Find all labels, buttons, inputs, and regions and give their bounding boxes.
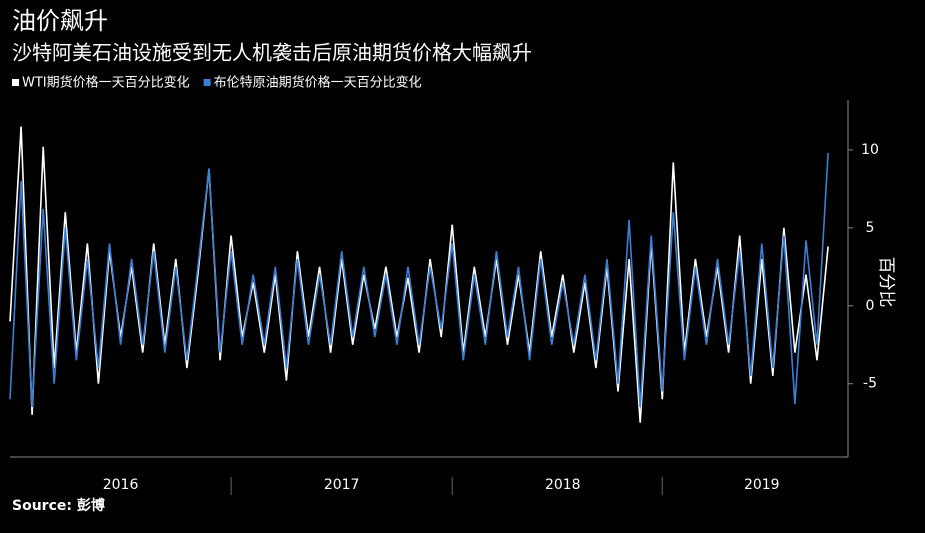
y-tick-label: -5 bbox=[863, 376, 877, 392]
data-line bbox=[9, 152, 829, 408]
y-tick-label: 10 bbox=[861, 142, 879, 158]
y-axis-label: 百分比 bbox=[876, 257, 896, 308]
x-tick-label: 2016 bbox=[103, 477, 139, 493]
chart-title: 油价飙升 bbox=[12, 7, 108, 35]
legend-label: 布伦特原油期货价格一天百分比变化 bbox=[214, 75, 422, 91]
legend-label: WTI期货价格一天百分比变化 bbox=[22, 75, 190, 91]
legend-swatch bbox=[203, 79, 211, 86]
y-tick-label: 5 bbox=[866, 220, 875, 236]
source: Source: 彭博 bbox=[12, 497, 105, 514]
x-tick-label: 2019 bbox=[744, 477, 780, 493]
legend-swatch bbox=[12, 79, 19, 86]
y-tick-label: 0 bbox=[866, 298, 875, 314]
x-tick-label: 2017 bbox=[324, 477, 360, 493]
chart-subtitle: 沙特阿美石油设施受到无人机袭击后原油期货价格大幅飙升 bbox=[12, 41, 532, 65]
x-tick-label: 2018 bbox=[545, 477, 581, 493]
